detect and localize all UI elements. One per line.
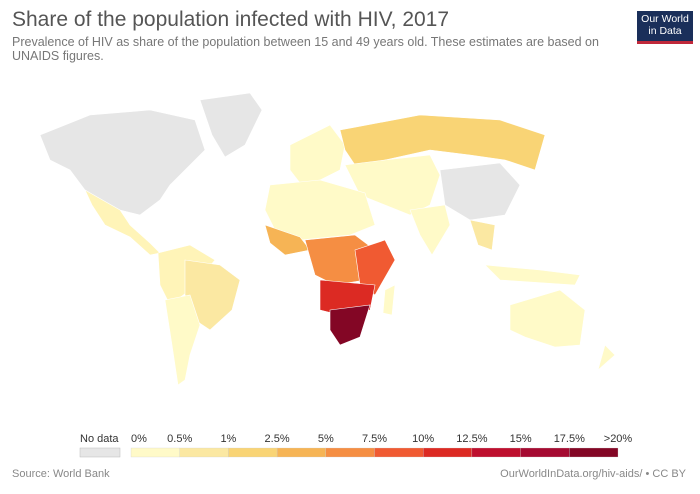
legend-tick-label: 12.5% [456, 433, 487, 445]
owid-logo[interactable]: Our World in Data [637, 11, 693, 44]
legend-no-data-swatch [79, 447, 121, 458]
source-note: Source: World Bank [12, 468, 110, 480]
legend-tick-label: 2.5% [265, 433, 290, 445]
chart-title: Share of the population infected with HI… [12, 8, 450, 31]
australia[interactable] [509, 289, 586, 348]
russia[interactable] [339, 114, 546, 171]
north-africa[interactable] [264, 179, 376, 241]
legend-tick-label: 15% [510, 433, 532, 445]
legend-bin [130, 447, 180, 458]
legend-tick-label: 0.5% [167, 433, 192, 445]
india[interactable] [409, 204, 451, 256]
legend-tick-label: 7.5% [362, 433, 387, 445]
legend-bin [569, 447, 619, 458]
south-africa[interactable] [329, 304, 371, 346]
new-zealand[interactable] [597, 344, 616, 371]
legend-tick-label: 5% [318, 433, 334, 445]
legend-tick-label: 17.5% [554, 433, 585, 445]
legend-bin [276, 447, 326, 458]
legend-bin [423, 447, 473, 458]
chart-subtitle: Prevalence of HIV as share of the popula… [12, 35, 599, 63]
legend-bin [228, 447, 278, 458]
legend-tick-label: 1% [220, 433, 236, 445]
source-link[interactable]: OurWorldInData.org/hiv-aids/ • CC BY [500, 468, 686, 480]
legend-bin [471, 447, 521, 458]
mexico-central-america[interactable] [84, 189, 161, 256]
west-africa[interactable] [264, 224, 311, 256]
north-america[interactable] [39, 109, 206, 216]
indonesia[interactable] [484, 264, 581, 286]
legend-no-data-label: No data [80, 433, 119, 445]
madagascar[interactable] [382, 284, 396, 316]
southeast-asia[interactable] [469, 219, 496, 251]
greenland[interactable] [199, 92, 263, 158]
color-legend: No data 0% 0.5% 1% 2.5% 5% 7.5% 10% 12.5% 15% 17.5… [79, 433, 633, 458]
asia-central[interactable] [344, 154, 441, 216]
legend-tick-label: 10% [412, 433, 434, 445]
legend-tick-label: 0% [131, 433, 147, 445]
world-map[interactable] [0, 75, 700, 420]
china[interactable] [439, 162, 521, 221]
south-america-south[interactable] [164, 294, 201, 386]
legend-tick-label: >20% [604, 433, 633, 445]
legend-bin [374, 447, 424, 458]
europe[interactable] [289, 124, 346, 184]
legend-bin [325, 447, 375, 458]
legend-bin [520, 447, 570, 458]
legend-bin [179, 447, 229, 458]
east-africa[interactable] [354, 239, 396, 296]
